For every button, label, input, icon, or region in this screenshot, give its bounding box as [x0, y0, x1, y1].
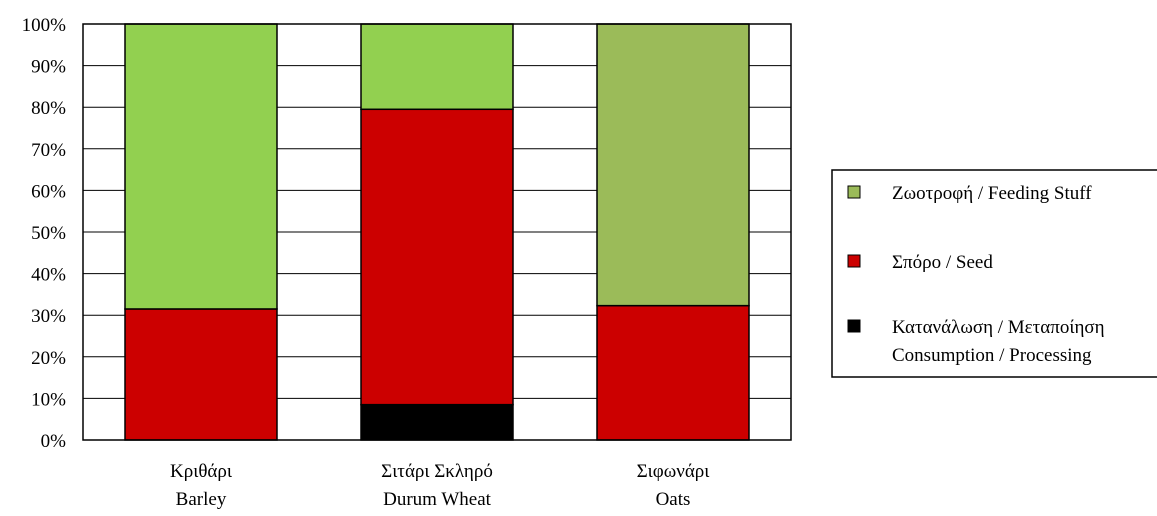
y-tick-label: 50%: [31, 223, 66, 244]
plot-frame: [82, 23, 792, 441]
legend-label: Consumption / Processing: [892, 345, 1092, 366]
y-tick-label: 80%: [31, 98, 66, 119]
x-category-label: Σιτάρι Σκληρό: [381, 461, 493, 482]
bar-segment: [360, 403, 514, 441]
legend-swatch: [847, 185, 861, 199]
legend-box: [831, 169, 1157, 378]
y-axis-ticks: 0% 10% 20% 30% 40% 50% 60% 70% 80% 90% 100%: [22, 15, 67, 452]
bar-segment: [360, 23, 514, 111]
bar-segment: [596, 304, 750, 441]
legend-swatch: [847, 319, 861, 333]
y-tick-label: 30%: [31, 306, 66, 327]
x-category-label: Σιφωνάρι: [637, 461, 711, 482]
y-tick-label: 70%: [31, 140, 66, 161]
legend-label: Ζωοτροφή / Feeding Stuff: [892, 183, 1092, 204]
y-tick-label: 0%: [41, 431, 67, 452]
x-category-label: Κριθάρι: [170, 461, 233, 482]
y-tick-label: 10%: [31, 389, 66, 410]
bar-segment: [360, 108, 514, 406]
y-tick-label: 100%: [22, 15, 67, 36]
legend-label: Σπόρο / Seed: [892, 252, 993, 273]
y-tick-label: 90%: [31, 57, 66, 78]
x-category-label: Oats: [656, 489, 691, 510]
y-tick-label: 40%: [31, 265, 66, 286]
bars: [124, 23, 750, 441]
x-category-label: Barley: [176, 489, 227, 510]
y-tick-label: 60%: [31, 181, 66, 202]
bar-segment: [124, 23, 278, 310]
y-tick-label: 20%: [31, 348, 66, 369]
legend-swatch: [847, 254, 861, 268]
legend-label: Κατανάλωση / Μεταποίηση: [892, 317, 1105, 338]
bar-segment: [124, 308, 278, 441]
bar-segment: [596, 23, 750, 307]
legend: Ζωοτροφή / Feeding Stuff Σπόρο / Seed Κατα…: [831, 169, 1157, 378]
x-axis-categories: Κριθάρι Barley Σιτάρι Σκληρό Durum Wheat Σιφ…: [170, 461, 710, 510]
x-category-label: Durum Wheat: [383, 489, 492, 510]
